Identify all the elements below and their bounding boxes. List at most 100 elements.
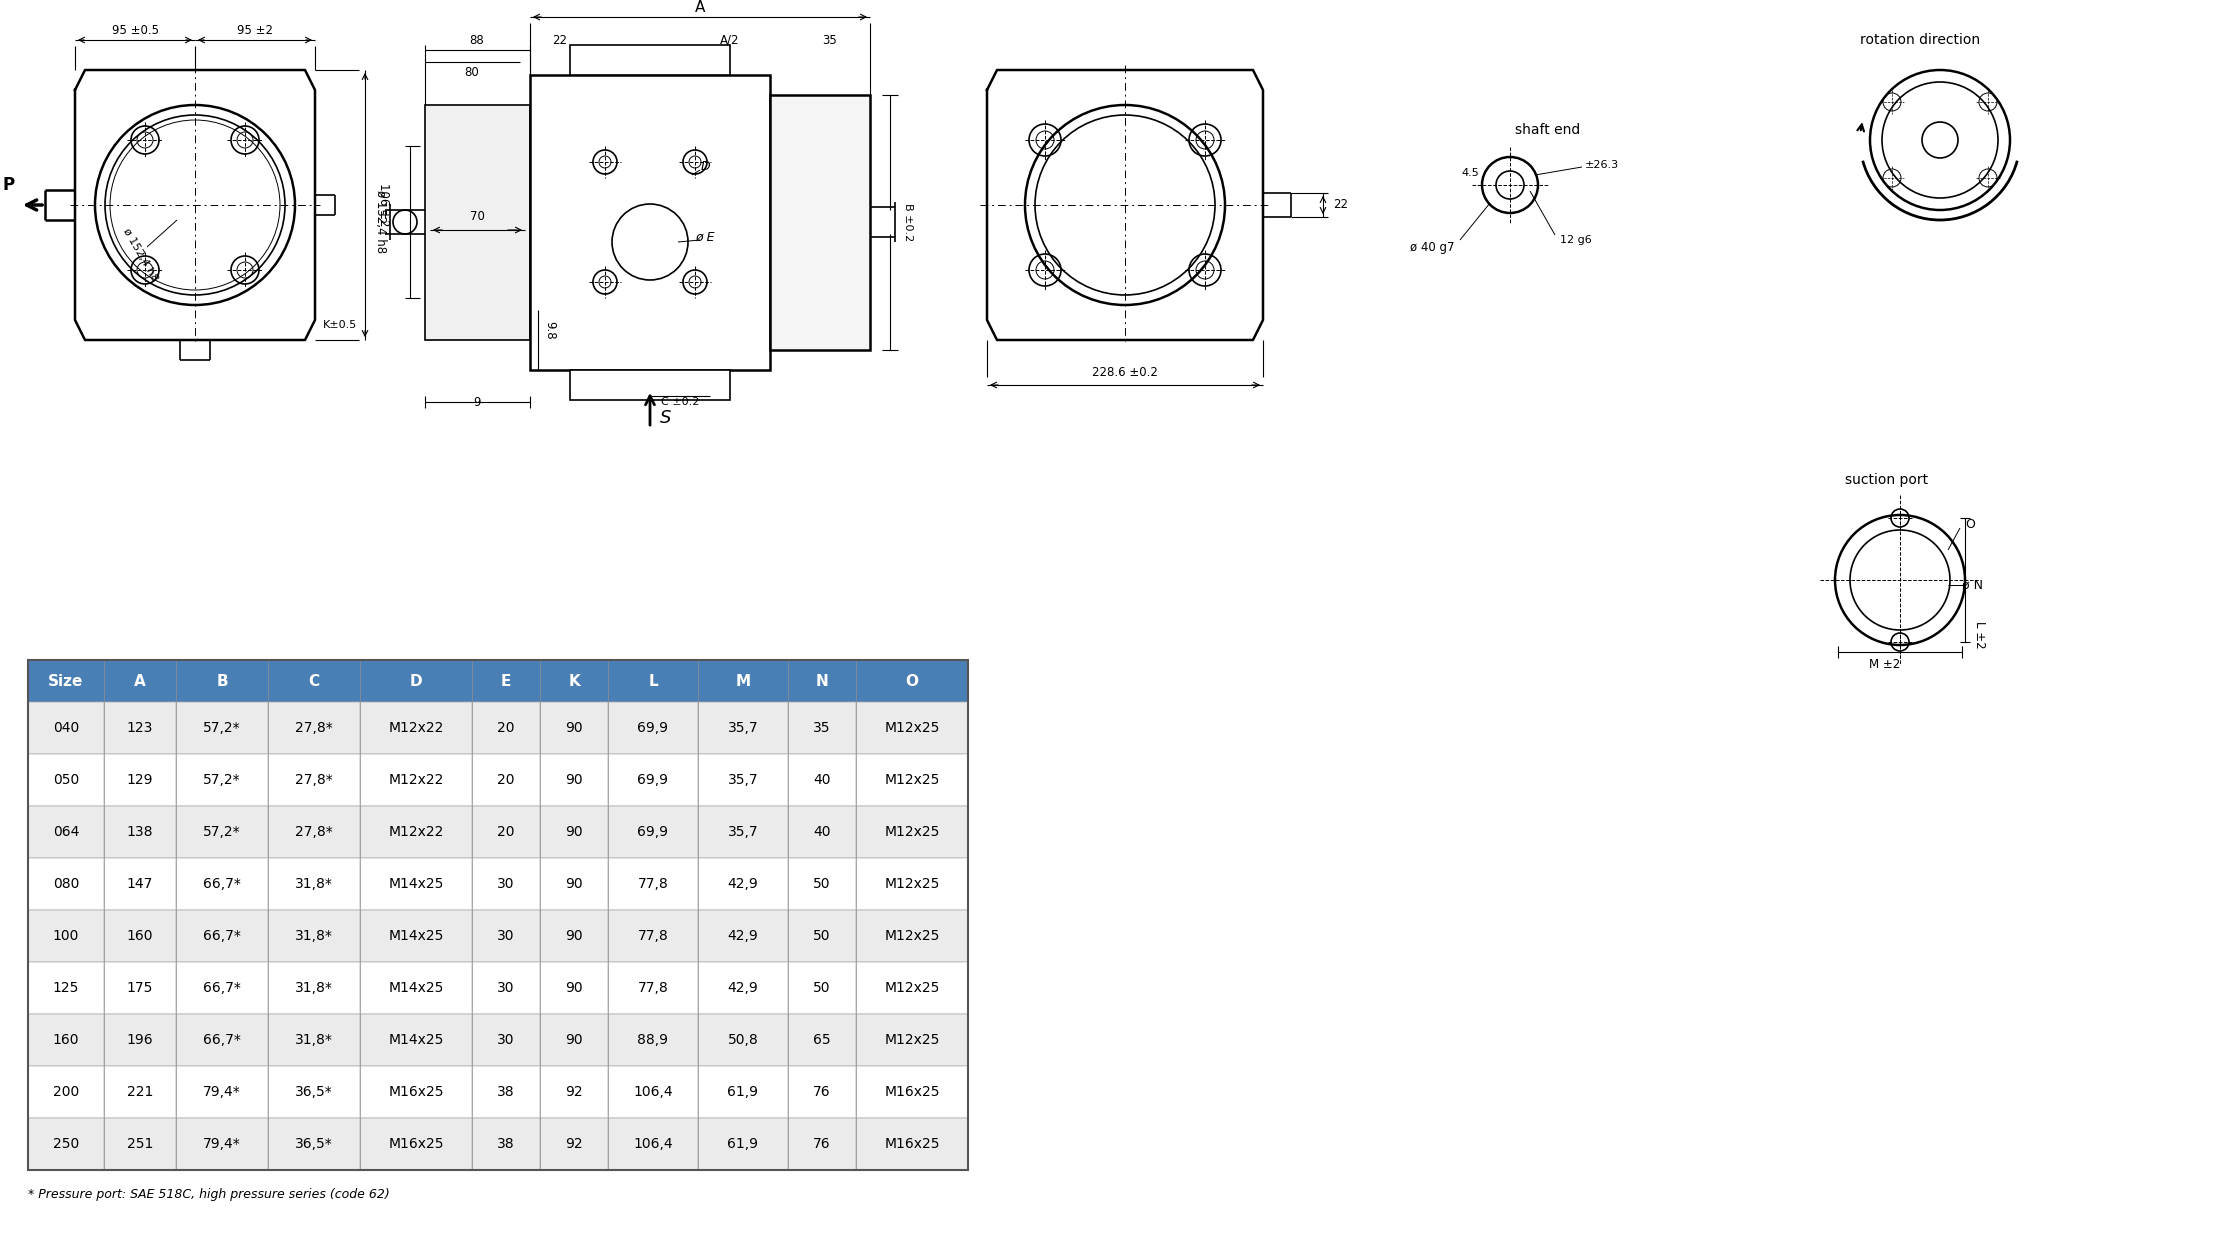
Text: M16x25: M16x25 bbox=[885, 1085, 941, 1099]
Bar bbox=[105, 858, 176, 910]
Text: 95 ±0.5: 95 ±0.5 bbox=[111, 24, 158, 37]
Bar bbox=[176, 1066, 269, 1118]
Bar bbox=[787, 961, 856, 1014]
Text: 30: 30 bbox=[498, 929, 514, 942]
Text: L: L bbox=[647, 674, 658, 688]
Text: M16x25: M16x25 bbox=[389, 1137, 445, 1150]
Bar bbox=[540, 910, 607, 961]
Text: ø 152,4 h8: ø 152,4 h8 bbox=[120, 227, 160, 284]
Bar bbox=[176, 1014, 269, 1066]
Text: E: E bbox=[500, 674, 512, 688]
Bar bbox=[269, 806, 360, 858]
Bar bbox=[269, 858, 360, 910]
Text: 66,7*: 66,7* bbox=[202, 1033, 240, 1047]
Text: 65: 65 bbox=[814, 1033, 832, 1047]
Bar bbox=[105, 702, 176, 753]
Text: 20: 20 bbox=[498, 825, 514, 839]
Bar bbox=[607, 753, 698, 806]
Text: M14x25: M14x25 bbox=[389, 1033, 443, 1047]
Text: M12x25: M12x25 bbox=[885, 982, 941, 995]
Bar bbox=[29, 858, 105, 910]
Bar bbox=[29, 1014, 105, 1066]
Bar bbox=[360, 806, 471, 858]
Bar bbox=[176, 910, 269, 961]
Bar bbox=[529, 76, 770, 370]
Text: 61,9: 61,9 bbox=[727, 1137, 758, 1150]
Text: 106,4: 106,4 bbox=[634, 1085, 674, 1099]
Text: 4.5: 4.5 bbox=[1461, 168, 1479, 178]
Text: 160: 160 bbox=[53, 1033, 80, 1047]
Text: 064: 064 bbox=[53, 825, 80, 839]
Text: M12x25: M12x25 bbox=[885, 772, 941, 788]
Bar bbox=[29, 753, 105, 806]
Text: D: D bbox=[409, 674, 423, 688]
Bar bbox=[471, 660, 540, 702]
Bar bbox=[29, 806, 105, 858]
Text: 22: 22 bbox=[552, 34, 567, 47]
Text: 228.6 ±0.2: 228.6 ±0.2 bbox=[1092, 367, 1159, 379]
Text: * Pressure port: SAE 518C, high pressure series (code 62): * Pressure port: SAE 518C, high pressure… bbox=[29, 1188, 389, 1201]
Bar bbox=[360, 1014, 471, 1066]
Bar bbox=[269, 1118, 360, 1171]
Text: 9: 9 bbox=[474, 396, 480, 408]
Text: 106,4: 106,4 bbox=[634, 1137, 674, 1150]
Text: N: N bbox=[816, 674, 827, 688]
Text: 42,9: 42,9 bbox=[727, 929, 758, 942]
Text: O: O bbox=[1966, 519, 1975, 532]
Text: 106 ±2: 106 ±2 bbox=[376, 183, 389, 227]
Bar bbox=[787, 702, 856, 753]
Bar bbox=[787, 858, 856, 910]
Text: K±0.5: K±0.5 bbox=[322, 320, 358, 330]
Bar bbox=[607, 910, 698, 961]
Text: 70: 70 bbox=[469, 210, 485, 223]
Bar bbox=[540, 753, 607, 806]
Bar bbox=[607, 660, 698, 702]
Bar bbox=[787, 660, 856, 702]
Bar bbox=[471, 1014, 540, 1066]
Text: 123: 123 bbox=[127, 721, 153, 735]
Text: 69,9: 69,9 bbox=[638, 825, 669, 839]
Bar bbox=[269, 961, 360, 1014]
Bar bbox=[698, 910, 787, 961]
Text: 35,7: 35,7 bbox=[727, 772, 758, 788]
Text: 20: 20 bbox=[498, 721, 514, 735]
Text: 79,4*: 79,4* bbox=[202, 1085, 240, 1099]
Bar bbox=[471, 961, 540, 1014]
Text: L ±2: L ±2 bbox=[1973, 621, 1986, 649]
Bar bbox=[698, 753, 787, 806]
Text: 90: 90 bbox=[565, 982, 583, 995]
Text: 92: 92 bbox=[565, 1137, 583, 1150]
Text: O: O bbox=[905, 674, 919, 688]
Text: D: D bbox=[701, 160, 709, 174]
Text: 200: 200 bbox=[53, 1085, 80, 1099]
Bar bbox=[269, 702, 360, 753]
Text: 35: 35 bbox=[814, 721, 832, 735]
Text: 31,8*: 31,8* bbox=[296, 929, 334, 942]
Bar bbox=[607, 702, 698, 753]
Text: 90: 90 bbox=[565, 721, 583, 735]
Text: ø 40 g7: ø 40 g7 bbox=[1410, 241, 1454, 253]
Bar bbox=[269, 660, 360, 702]
Bar bbox=[360, 858, 471, 910]
Text: 30: 30 bbox=[498, 1033, 514, 1047]
Text: S: S bbox=[661, 410, 672, 427]
Bar bbox=[269, 910, 360, 961]
Text: rotation direction: rotation direction bbox=[1859, 33, 1979, 47]
Text: 57,2*: 57,2* bbox=[202, 825, 240, 839]
Bar bbox=[176, 961, 269, 1014]
Bar bbox=[29, 1118, 105, 1171]
Text: 27,8*: 27,8* bbox=[296, 772, 334, 788]
Bar bbox=[269, 1014, 360, 1066]
Bar bbox=[787, 806, 856, 858]
Text: 50: 50 bbox=[814, 929, 832, 942]
Text: 35,7: 35,7 bbox=[727, 721, 758, 735]
Text: 80: 80 bbox=[465, 66, 480, 78]
Text: 66,7*: 66,7* bbox=[202, 982, 240, 995]
Text: 57,2*: 57,2* bbox=[202, 772, 240, 788]
Text: 69,9: 69,9 bbox=[638, 721, 669, 735]
Bar bbox=[856, 910, 967, 961]
Text: M12x22: M12x22 bbox=[389, 825, 443, 839]
Bar bbox=[105, 660, 176, 702]
Text: 42,9: 42,9 bbox=[727, 982, 758, 995]
Text: 40: 40 bbox=[814, 825, 832, 839]
